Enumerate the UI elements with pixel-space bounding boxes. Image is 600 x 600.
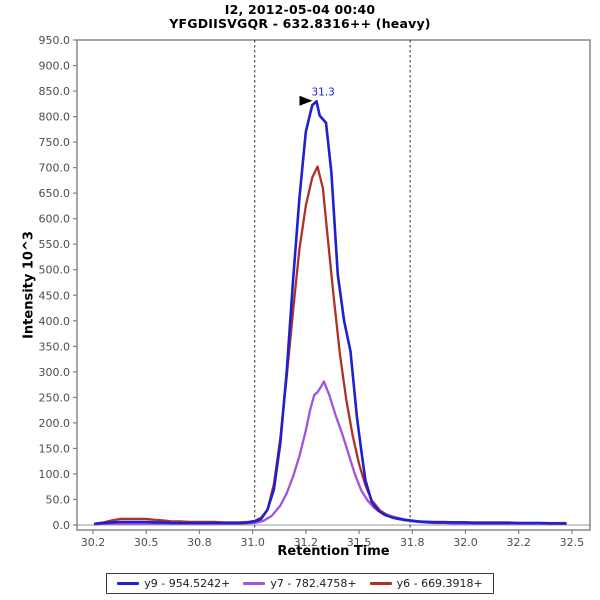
x-tick-label: 30.8 — [187, 536, 212, 549]
x-tick-label: 32.0 — [453, 536, 478, 549]
y-tick-label: 150.0 — [39, 442, 71, 455]
legend-item-y7: y7 - 782.4758+ — [243, 577, 357, 590]
x-tick-label: 31.8 — [400, 536, 425, 549]
x-tick-label: 32.2 — [506, 536, 531, 549]
legend: y9 - 954.5242+ y7 - 782.4758+ y6 - 669.391… — [0, 573, 600, 594]
y-tick-label: 200.0 — [39, 417, 71, 430]
y-tick-label: 550.0 — [39, 238, 71, 251]
legend-swatch-y7 — [243, 582, 266, 585]
y-tick-label: 900.0 — [39, 60, 71, 73]
legend-box: y9 - 954.5242+ y7 - 782.4758+ y6 - 669.391… — [106, 573, 494, 594]
y-tick-label: 100.0 — [39, 468, 71, 481]
legend-swatch-y9 — [117, 582, 140, 585]
y-tick-label: 650.0 — [39, 187, 71, 200]
y-tick-label: 700.0 — [39, 162, 71, 175]
x-tick-label: 31.0 — [240, 536, 265, 549]
series-curve-y7 — [93, 380, 567, 526]
plot-border — [76, 39, 591, 531]
legend-item-y6: y6 - 669.3918+ — [369, 577, 483, 590]
x-tick-label: 32.5 — [560, 536, 585, 549]
legend-swatch-y6 — [369, 582, 392, 585]
series-curve-y6 — [93, 165, 567, 525]
legend-item-y9: y9 - 954.5242+ — [117, 577, 230, 590]
y-tick-label: 400.0 — [39, 315, 71, 328]
series-curve-y9 — [93, 100, 567, 526]
y-tick-label: 350.0 — [39, 340, 71, 353]
x-tick-label: 30.5 — [134, 536, 159, 549]
x-tick-label: 31.2 — [294, 536, 319, 549]
y-tick-label: 750.0 — [39, 136, 71, 149]
y-tick-label: 0.0 — [53, 519, 71, 532]
y-tick-label: 500.0 — [39, 264, 71, 277]
y-axis-title: Intensity 10^3 — [21, 231, 37, 339]
y-tick-label: 450.0 — [39, 289, 71, 302]
legend-label-y6: y6 - 669.3918+ — [396, 577, 483, 590]
y-tick-label: 950.0 — [39, 34, 71, 47]
y-tick-label: 300.0 — [39, 366, 71, 379]
chart-title: I2, 2012-05-04 00:40 — [224, 2, 376, 17]
legend-label-y9: y9 - 954.5242+ — [144, 577, 231, 590]
peak-pointer-icon — [299, 95, 313, 106]
chart-subtitle: YFGDIISVGQR - 632.8316++ (heavy) — [169, 16, 431, 31]
y-tick-label: 600.0 — [39, 213, 71, 226]
peak-annotation-label: 31.3 — [311, 86, 334, 98]
x-tick-label: 30.2 — [81, 536, 106, 549]
y-tick-label: 250.0 — [39, 391, 71, 404]
legend-label-y7: y7 - 782.4758+ — [270, 577, 357, 590]
y-tick-label: 50.0 — [46, 493, 71, 506]
x-tick-label: 31.5 — [347, 536, 372, 549]
x-axis-title: Retention Time — [277, 544, 390, 559]
y-tick-label: 850.0 — [39, 85, 71, 98]
y-tick-label: 800.0 — [39, 111, 71, 124]
